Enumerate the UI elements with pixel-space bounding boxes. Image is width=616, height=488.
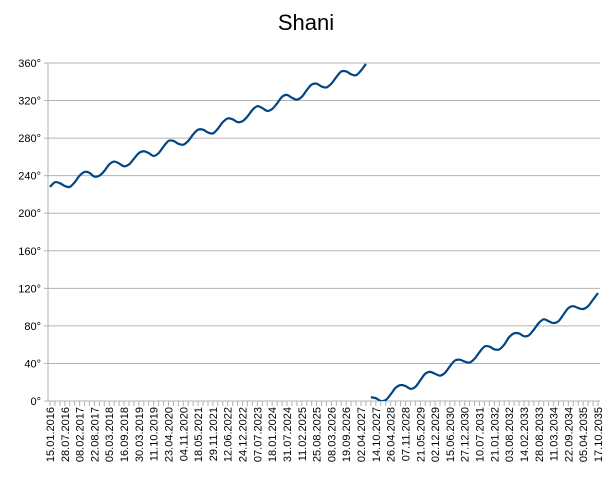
x-tick-label: 07.07.2023 xyxy=(252,407,264,462)
x-tick-label: 26.04.2028 xyxy=(386,407,398,462)
x-tick-label: 25.08.2025 xyxy=(312,407,324,462)
x-tick-label: 12.06.2022 xyxy=(223,407,235,462)
x-tick-label: 11.10.2019 xyxy=(149,407,161,461)
y-tick-label: 240° xyxy=(18,171,41,183)
x-tick-label: 21.01.2032 xyxy=(489,407,501,462)
y-tick-label: 200° xyxy=(18,208,41,220)
x-tick-label: 16.09.2018 xyxy=(119,407,131,462)
x-tick-label: 22.08.2017 xyxy=(89,407,101,462)
x-tick-label: 30.03.2019 xyxy=(134,407,146,462)
x-tick-label: 19.09.2026 xyxy=(341,407,353,462)
x-tick-label: 02.04.2027 xyxy=(356,407,368,462)
data-line xyxy=(370,292,599,401)
x-tick-label: 02.12.2029 xyxy=(430,407,442,462)
x-tick-label: 28.08.2033 xyxy=(534,407,546,462)
x-tick-label: 18.05.2021 xyxy=(193,407,205,462)
x-tick-label: 11.03.2034 xyxy=(549,407,561,461)
x-tick-label: 05.03.2018 xyxy=(104,407,116,462)
y-tick-label: 160° xyxy=(18,246,41,258)
x-tick-label: 24.12.2022 xyxy=(238,407,250,462)
x-tick-label: 07.11.2028 xyxy=(400,407,412,461)
x-tick-label: 18.01.2024 xyxy=(267,407,279,462)
y-tick-label: 280° xyxy=(18,133,41,145)
x-tick-label: 17.10.2035 xyxy=(593,407,605,462)
x-tick-label: 22.09.2034 xyxy=(563,407,575,462)
x-tick-label: 15.01.2016 xyxy=(45,407,57,462)
y-tick-label: 360° xyxy=(18,58,41,70)
x-tick-label: 14.02.2033 xyxy=(519,407,531,462)
y-tick-label: 320° xyxy=(18,96,41,108)
x-tick-label: 23.04.2020 xyxy=(163,407,175,462)
x-tick-label: 27.12.2030 xyxy=(460,407,472,462)
x-tick-label: 21.05.2029 xyxy=(415,407,427,462)
y-tick-label: 80° xyxy=(24,321,41,333)
x-tick-label: 11.02.2025 xyxy=(297,407,309,461)
x-tick-label: 04.11.2020 xyxy=(178,407,190,461)
x-tick-label: 03.08.2032 xyxy=(504,407,516,462)
x-tick-label: 15.06.2030 xyxy=(445,407,457,462)
y-tick-label: 40° xyxy=(24,358,41,370)
x-tick-label: 28.07.2016 xyxy=(60,407,72,462)
x-tick-label: 10.07.2031 xyxy=(475,407,487,462)
x-tick-label: 08.03.2026 xyxy=(326,407,338,462)
x-tick-label: 05.04.2035 xyxy=(578,407,590,462)
x-tick-label: 14.10.2027 xyxy=(371,407,383,462)
x-tick-label: 31.07.2024 xyxy=(282,407,294,462)
x-tick-label: 29.11.2021 xyxy=(208,407,220,461)
data-line xyxy=(49,63,367,189)
y-tick-label: 120° xyxy=(18,283,41,295)
chart-title: Shani xyxy=(278,10,334,35)
y-tick-label: 0° xyxy=(30,396,41,408)
x-tick-label: 08.02.2017 xyxy=(75,407,87,462)
